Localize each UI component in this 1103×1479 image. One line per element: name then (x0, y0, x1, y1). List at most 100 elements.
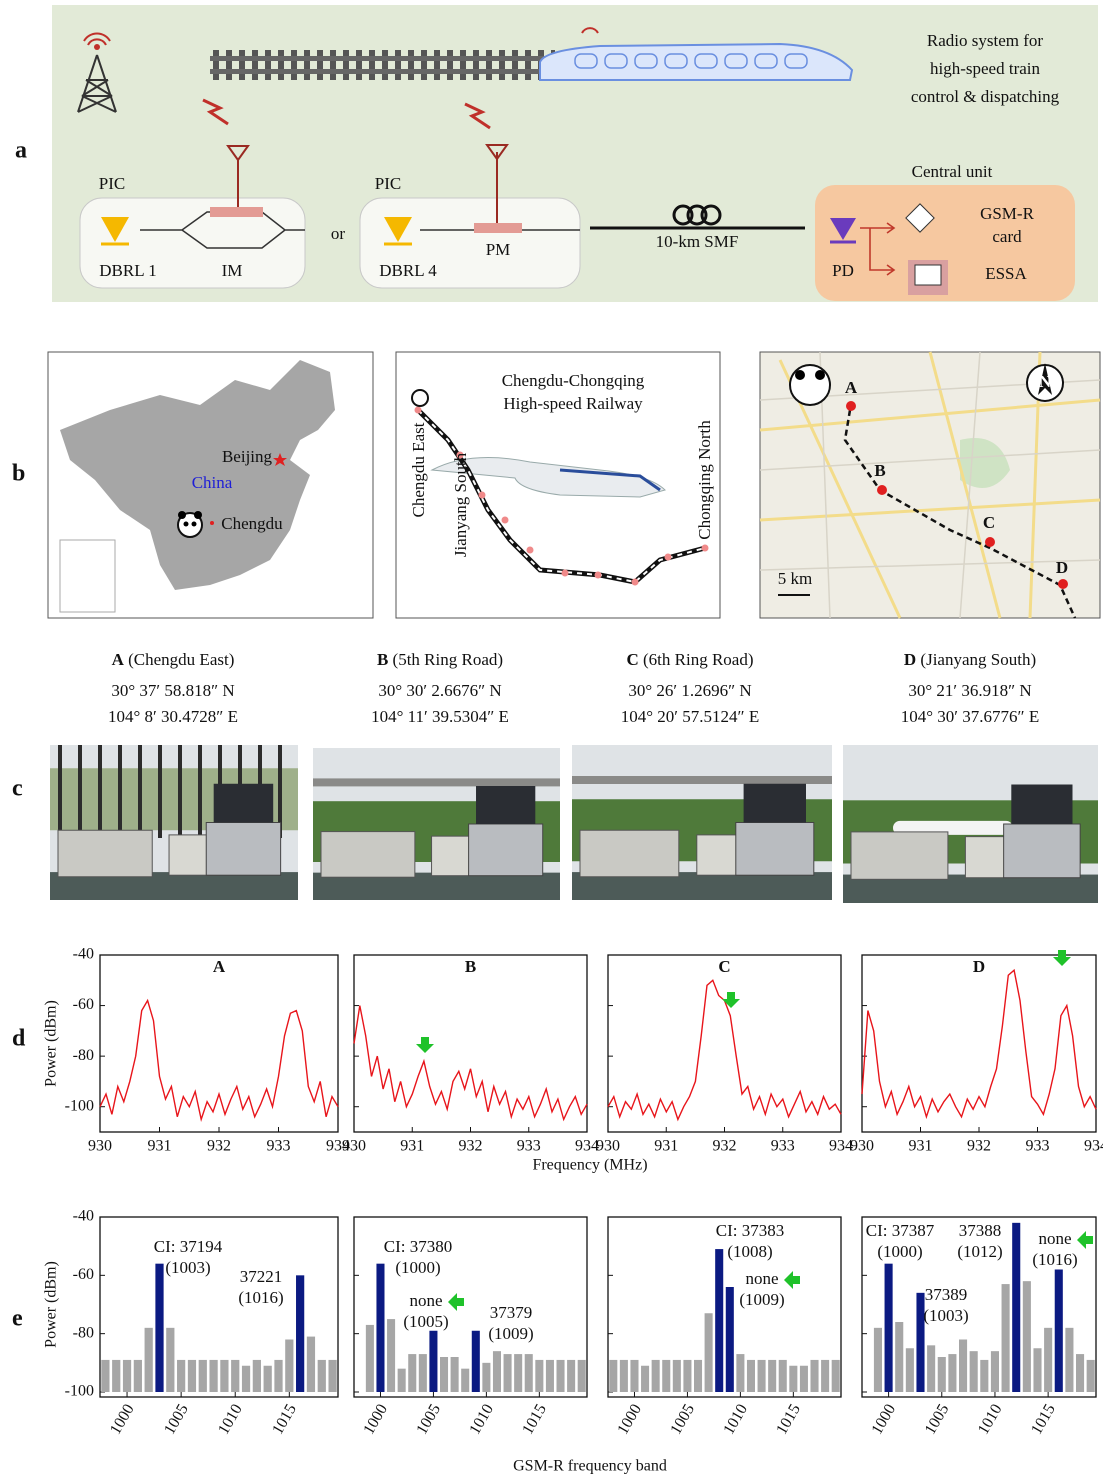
bar-annotation: (1016) (238, 1288, 283, 1307)
x-tick-label: 1005 (161, 1401, 192, 1437)
compass-label: N (1039, 372, 1052, 391)
site-name: (Jianyang South) (920, 650, 1036, 669)
photo-laptop (1011, 785, 1072, 825)
bar (768, 1360, 776, 1392)
x-tick-label: 931 (148, 1138, 172, 1155)
y-tick-label: -80 (73, 1047, 94, 1064)
photo-fence (138, 745, 142, 838)
bar (1023, 1281, 1031, 1392)
bar (747, 1360, 755, 1392)
plot-frame (862, 955, 1096, 1132)
x-tick-label: 930 (88, 1138, 112, 1155)
x-tick-label: 934 (1084, 1138, 1103, 1155)
panel-title: D (973, 957, 985, 976)
y-tick-label: -40 (73, 946, 94, 963)
bar-annotation: CI: 37194 (154, 1237, 223, 1256)
caption: Radio system for (927, 31, 1043, 50)
bar-annotation: (1000) (877, 1242, 922, 1261)
map-label: Beijing (222, 447, 273, 466)
x-tick-label: 1015 (1028, 1401, 1059, 1437)
bar (938, 1357, 946, 1392)
railway-title: Chengdu-Chongqing (502, 371, 645, 390)
maps: Beijing China Chengdu Chengdu-Chongqing … (48, 352, 1100, 618)
caption: high-speed train (930, 59, 1040, 78)
x-tick-label: 1005 (667, 1401, 698, 1437)
site-marker-label: B (874, 461, 885, 480)
bar (948, 1354, 956, 1392)
photo-instrument (580, 830, 679, 877)
photo-analyzer (1004, 824, 1081, 878)
bar (112, 1360, 120, 1392)
bar (779, 1360, 787, 1392)
latitude: 30° 26′ 1.2696″ N (628, 681, 751, 700)
panel-label: e (12, 1306, 23, 1332)
photo-bridge (572, 776, 832, 784)
site-name: (Chengdu East) (128, 650, 234, 669)
bar (546, 1360, 554, 1392)
bar (810, 1360, 818, 1392)
longitude: 104° 20′ 57.5124″ E (621, 707, 759, 726)
bar-annotation: CI: 37380 (384, 1237, 452, 1256)
x-tick-label: 1000 (360, 1401, 391, 1437)
pd-label: PD (832, 261, 854, 280)
panel-label: a (15, 138, 27, 164)
bar (726, 1287, 734, 1392)
photo-instrument (851, 832, 948, 879)
bar (504, 1354, 512, 1392)
bar (832, 1360, 840, 1392)
bar (307, 1337, 315, 1392)
bar (906, 1348, 914, 1392)
y-tick-label: -100 (65, 1097, 94, 1114)
x-tick-label: 930 (342, 1138, 366, 1155)
caption: control & dispatching (911, 87, 1060, 106)
panel-label: b (12, 461, 25, 487)
bar (166, 1328, 174, 1392)
or-label: or (331, 224, 346, 243)
photo-fence (98, 745, 102, 838)
bar (145, 1328, 153, 1392)
bar (705, 1313, 713, 1392)
bar (1076, 1354, 1084, 1392)
bar-annotation: 37389 (925, 1285, 968, 1304)
bar (285, 1340, 293, 1393)
photo-instrument (58, 830, 152, 877)
site-marker-label: D (1056, 558, 1068, 577)
x-tick-label: 932 (967, 1138, 991, 1155)
bar-annotation: CI: 37383 (716, 1221, 784, 1240)
site-letter: D (904, 650, 916, 669)
bar-annotation: none (1038, 1229, 1071, 1248)
bar (242, 1366, 250, 1392)
bar (673, 1360, 681, 1392)
central-unit-label: Central unit (912, 162, 993, 181)
pic-label: PIC (375, 174, 401, 193)
bar (609, 1360, 617, 1392)
bar-annotation: 37379 (490, 1303, 533, 1322)
x-tick-label: 933 (771, 1138, 795, 1155)
bar (662, 1360, 670, 1392)
bar (895, 1322, 903, 1392)
photo-laptop (476, 786, 535, 824)
panel-title: A (213, 957, 226, 976)
photo-fence (158, 745, 162, 838)
scale-label: 5 km (778, 569, 812, 588)
bar (959, 1340, 967, 1393)
bar-annotation: (1008) (727, 1242, 772, 1261)
gsmr-label: GSM-R (980, 204, 1035, 223)
y-tick-label: -100 (65, 1383, 94, 1400)
panel-title: B (465, 957, 476, 976)
bar (556, 1360, 564, 1392)
bar (376, 1264, 384, 1392)
panel-title: C (718, 957, 730, 976)
bar (253, 1360, 261, 1392)
photo-fence (198, 745, 202, 838)
bar (1065, 1328, 1073, 1392)
bar (398, 1369, 406, 1392)
latitude: 30° 37′ 58.818″ N (111, 681, 234, 700)
bar (885, 1264, 893, 1392)
photo-analyzer (206, 823, 280, 876)
y-axis-label: Power (dBm) (43, 1000, 60, 1087)
bar (366, 1325, 374, 1392)
bar-annotation: (1005) (403, 1312, 448, 1331)
bar (328, 1360, 336, 1392)
bar (1033, 1348, 1041, 1392)
